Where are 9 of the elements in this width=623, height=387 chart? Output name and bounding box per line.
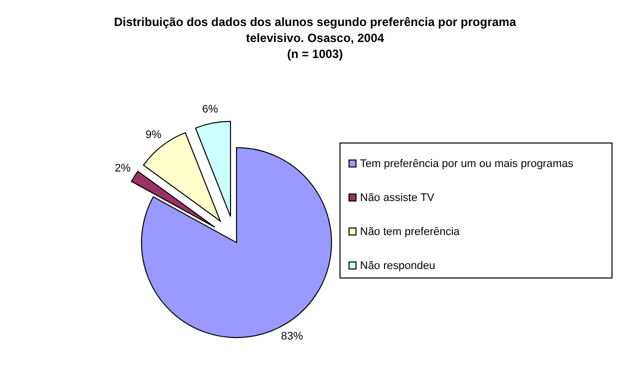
legend-label: Tem preferência por um ou mais programas	[360, 158, 574, 170]
data-label: 83%	[280, 330, 304, 342]
data-label: 2%	[114, 162, 131, 175]
data-label: 9%	[146, 128, 162, 141]
chart-title: Distribuição dos dados dos alunos segundo preferência por programa televisivo. Osasco, 2004 (n = 1003)	[114, 15, 516, 61]
legend-label: Não respondeu	[360, 260, 436, 272]
data-label: 6%	[202, 103, 218, 116]
legend-label: Não assiste TV	[360, 192, 436, 204]
legend-label: Não tem preferência	[360, 226, 461, 238]
